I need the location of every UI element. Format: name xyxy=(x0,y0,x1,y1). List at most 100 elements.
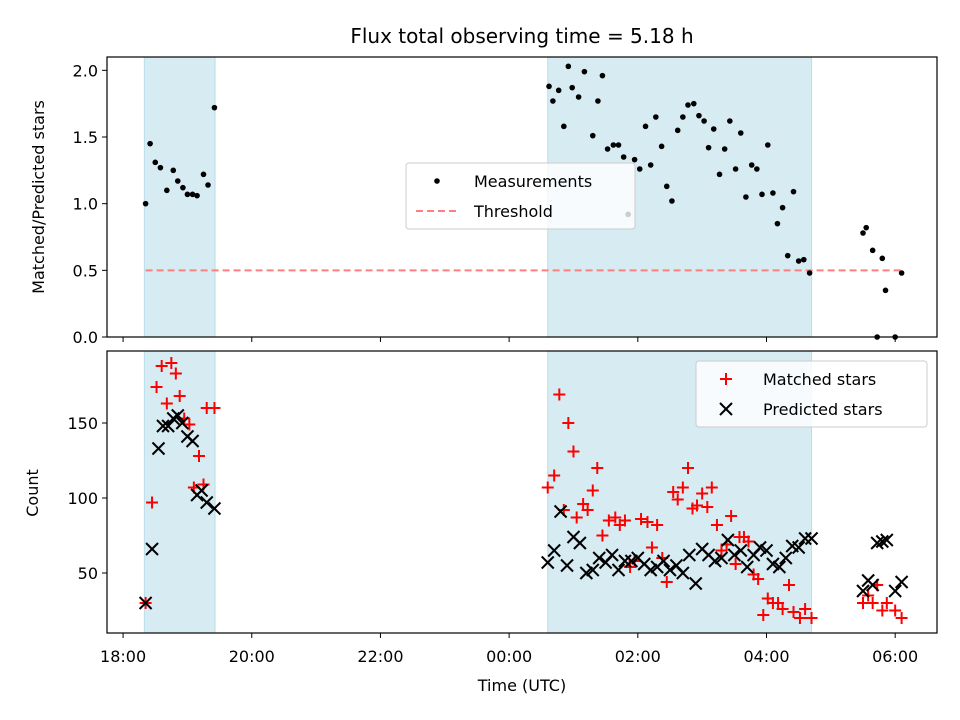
top-y-axis-label: Matched/Predicted stars xyxy=(29,100,48,294)
matched-star-point xyxy=(146,496,159,509)
legend-measurements-label: Measurements xyxy=(474,172,592,191)
measurement-point xyxy=(180,184,186,191)
measurement-point xyxy=(631,156,638,163)
top-y-tick-label: 1.5 xyxy=(73,128,98,147)
matched-star-point xyxy=(645,541,658,554)
matched-star-point xyxy=(866,597,879,609)
predicted-star-point xyxy=(740,560,754,574)
legend-matched-label: Matched stars xyxy=(763,370,876,389)
measurement-point xyxy=(754,166,760,172)
predicted-star-point xyxy=(553,504,568,519)
matched-star-point xyxy=(165,357,178,369)
matched-star-point xyxy=(889,604,902,617)
top-legend-box xyxy=(405,162,636,230)
matched-star-point xyxy=(742,535,755,548)
predicted-star-point xyxy=(579,566,594,580)
top-y-tick-label: 2.0 xyxy=(73,61,98,80)
measurement-point xyxy=(581,68,588,75)
matched-star-point xyxy=(641,516,654,528)
matched-star-point xyxy=(691,499,704,512)
predicted-star-point xyxy=(151,441,166,456)
measurement-point xyxy=(636,166,643,172)
measurement-point xyxy=(647,162,654,168)
measurement-point xyxy=(701,118,707,124)
chart-title: Flux total observing time = 5.18 h xyxy=(350,24,693,48)
matched-star-point xyxy=(676,481,689,494)
matched-star-point xyxy=(757,609,770,621)
predicted-star-point xyxy=(175,416,189,430)
predicted-star-point xyxy=(894,575,909,589)
measurement-point xyxy=(727,118,733,124)
matched-star-point xyxy=(701,501,714,513)
matched-star-point xyxy=(895,612,908,624)
matched-star-point xyxy=(725,510,738,522)
top-y-axis: 0.0 0.5 1.0 1.5 2.0 xyxy=(73,61,107,347)
measurement-point xyxy=(705,144,712,151)
measurement-point xyxy=(565,63,572,70)
predicted-star-point xyxy=(804,531,819,546)
measurement-point xyxy=(898,270,905,276)
measurement-point xyxy=(211,104,218,111)
predicted-star-point xyxy=(689,576,703,591)
measurement-point xyxy=(152,159,159,166)
measurement-point xyxy=(205,182,211,188)
predicted-star-point xyxy=(663,563,677,577)
matched-star-point xyxy=(696,487,709,500)
matched-star-point xyxy=(651,519,664,531)
measurement-point xyxy=(157,164,164,171)
predicted-star-point xyxy=(611,563,626,577)
matched-star-point xyxy=(783,579,796,591)
predicted-star-point xyxy=(145,542,159,556)
bottom-x-tick-label: 06:00 xyxy=(872,647,918,666)
bottom-panel: 50 100 150 18:00 20:00 22:00 00:00 02:00 04:00 0… xyxy=(23,350,938,695)
bottom-x-tick-label: 00:00 xyxy=(486,647,532,666)
matched-star-point xyxy=(715,544,728,557)
measurement-point xyxy=(555,87,562,94)
matched-star-point xyxy=(169,367,182,380)
matched-star-point xyxy=(567,445,580,458)
measurement-point xyxy=(653,114,659,120)
predicted-star-point xyxy=(156,419,170,433)
predicted-star-point xyxy=(888,584,902,598)
predicted-star-point xyxy=(798,531,812,546)
matched-star-point xyxy=(150,381,163,393)
measurement-point xyxy=(784,252,791,259)
matched-star-point xyxy=(805,612,818,624)
measurement-point xyxy=(759,191,765,198)
predicted-star-point xyxy=(856,584,870,598)
measurement-point xyxy=(764,142,771,148)
legend-matched-marker xyxy=(720,373,732,385)
predicted-star-point xyxy=(618,554,632,568)
top-y-tick-label: 1.0 xyxy=(73,195,98,214)
predicted-star-point xyxy=(656,554,671,568)
predicted-star-point xyxy=(586,563,600,577)
predicted-star-point xyxy=(779,551,793,565)
matched-star-point xyxy=(609,511,622,524)
predicted-star-point xyxy=(772,560,787,574)
bottom-x-tick-label: 18:00 xyxy=(100,647,146,666)
predicted-star-point xyxy=(207,501,222,516)
measurement-point xyxy=(550,98,556,104)
measurement-point xyxy=(610,142,617,148)
predicted-star-point xyxy=(865,578,880,592)
measurement-point xyxy=(164,187,170,194)
matched-star-point xyxy=(635,513,648,525)
measurement-point xyxy=(801,256,807,263)
matched-star-point xyxy=(618,514,631,527)
predicted-star-point xyxy=(171,408,185,423)
measurement-point xyxy=(142,200,149,207)
matched-star-point xyxy=(667,486,680,498)
bottom-legend-box xyxy=(695,360,928,428)
measurement-point xyxy=(589,132,596,139)
measurement-point xyxy=(690,100,697,107)
predicted-star-point xyxy=(161,419,175,433)
matched-star-point xyxy=(682,462,694,474)
predicted-star-point xyxy=(714,551,729,565)
legend-threshold-label: Threshold xyxy=(473,202,553,221)
measurement-point xyxy=(184,191,191,198)
matched-star-point xyxy=(596,529,609,542)
measurement-point xyxy=(806,270,813,276)
predicted-star-point xyxy=(766,557,780,571)
measurement-point xyxy=(674,127,681,134)
predicted-star-point xyxy=(682,548,696,562)
